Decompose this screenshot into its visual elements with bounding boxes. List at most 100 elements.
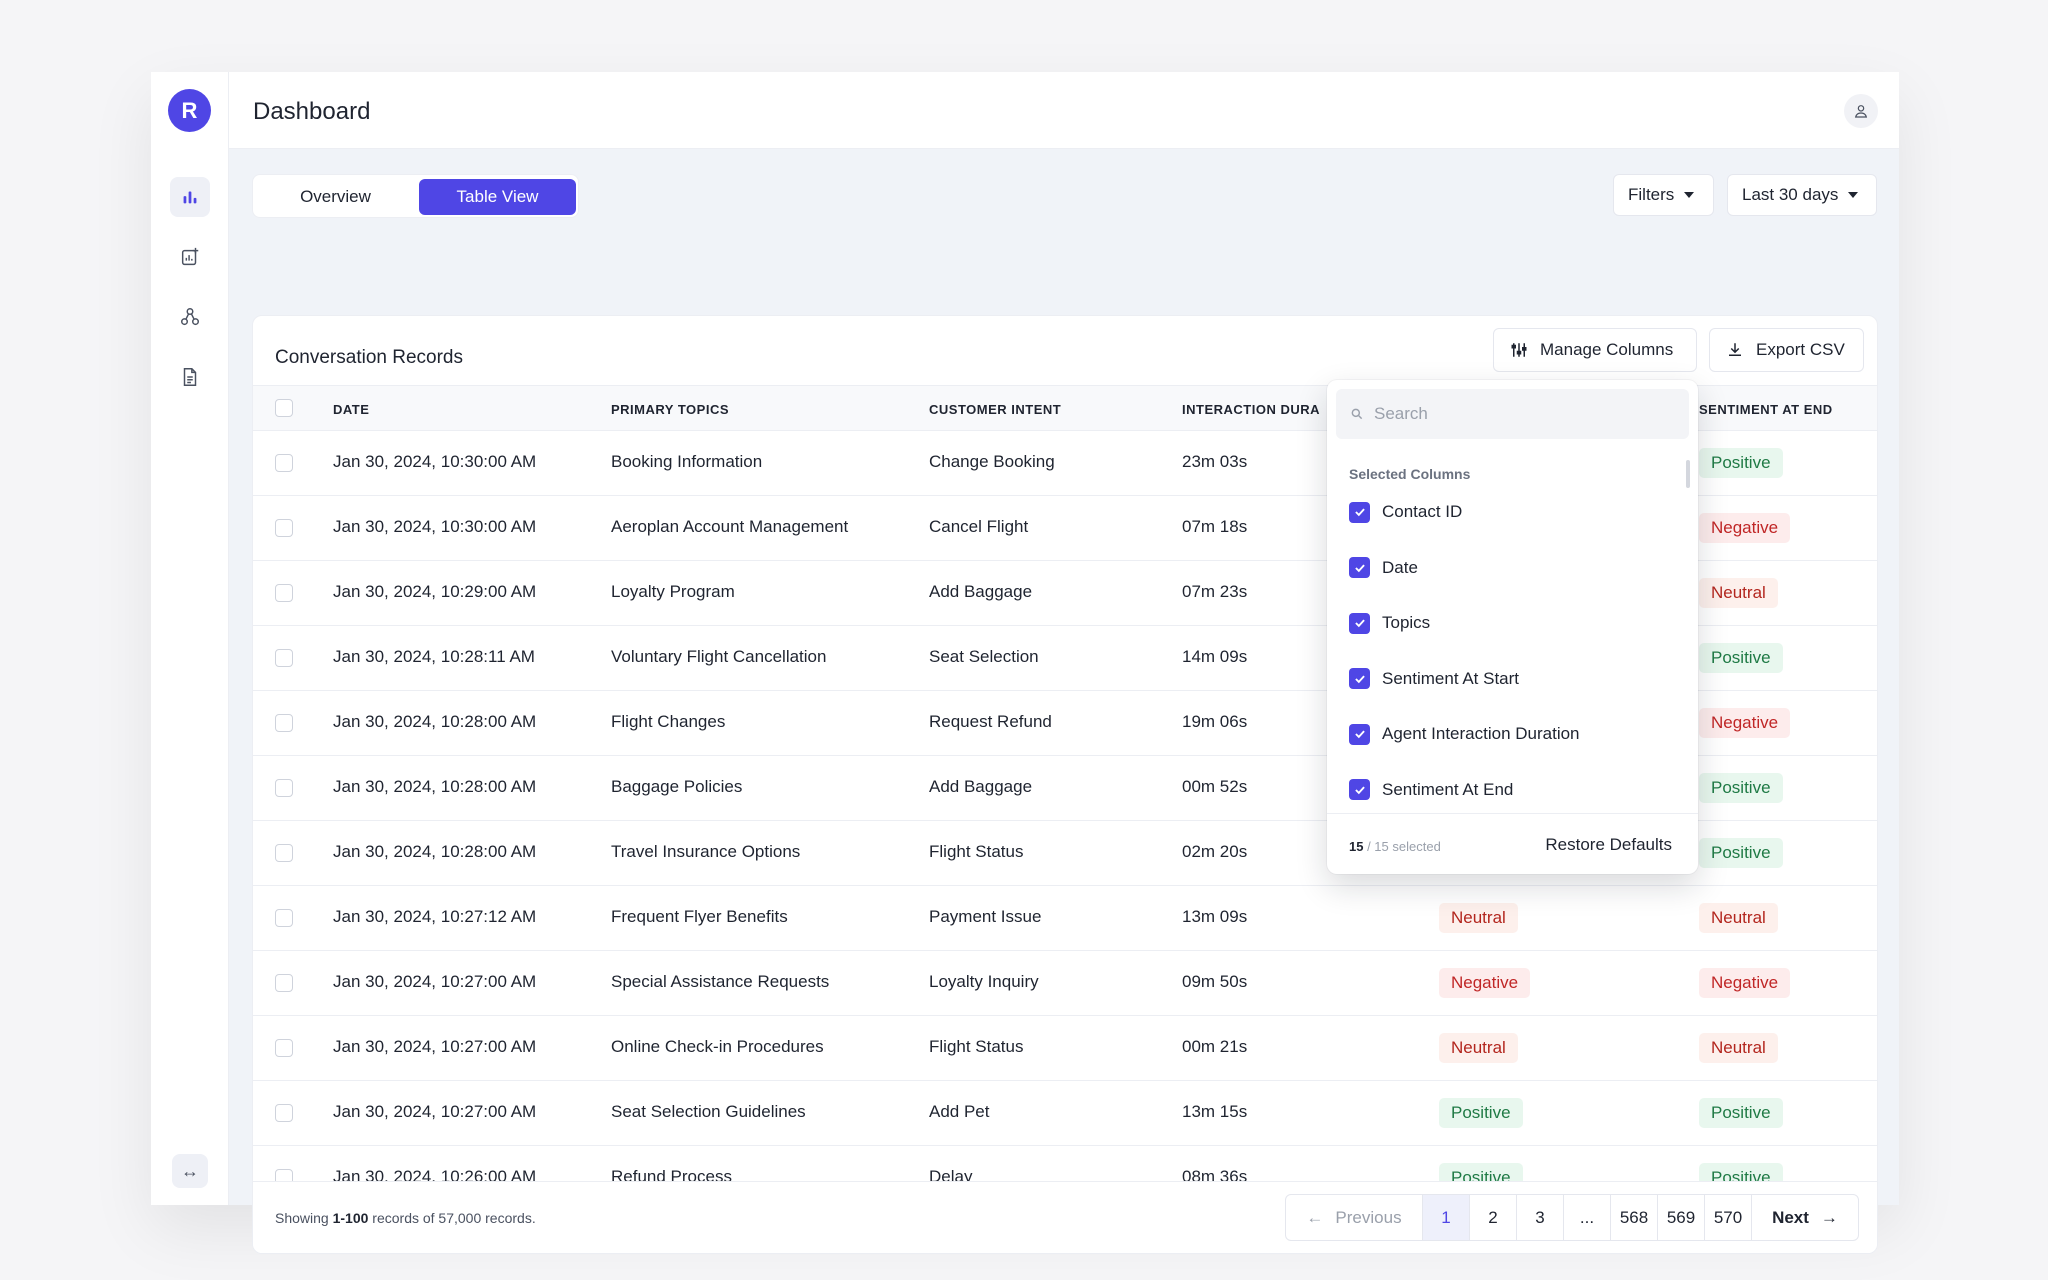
- column-option[interactable]: Sentiment At Start: [1349, 667, 1519, 691]
- cell-interaction-duration: 14m 09s: [1182, 647, 1248, 666]
- cell-primary-topic: Flight Changes: [611, 712, 726, 731]
- tab-table-view[interactable]: Table View: [419, 179, 576, 215]
- cell-customer-intent: Add Baggage: [929, 777, 1033, 796]
- column-option-label: Sentiment At Start: [1382, 668, 1520, 688]
- cell-primary-topic: Special Assistance Requests: [611, 972, 830, 991]
- checkbox-checked-icon[interactable]: [1349, 557, 1370, 578]
- column-header-primary-topics[interactable]: PRIMARY TOPICS: [611, 402, 730, 417]
- download-icon: [1729, 343, 1741, 356]
- cell-customer-intent: Add Baggage: [929, 582, 1033, 601]
- nav-documents[interactable]: [170, 357, 210, 397]
- page-button-2[interactable]: 2: [1470, 1195, 1517, 1240]
- page-button-569[interactable]: 569: [1658, 1195, 1705, 1240]
- checkbox-checked-icon[interactable]: [1349, 668, 1370, 689]
- row-checkbox[interactable]: [275, 649, 293, 667]
- panel-scrollbar[interactable]: [1686, 460, 1690, 488]
- column-option-label: Date: [1382, 557, 1418, 577]
- row-checkbox[interactable]: [275, 909, 293, 927]
- card-title: Conversation Records: [275, 347, 463, 368]
- records-summary: Showing 1-100 records of 57,000 records.: [275, 1210, 536, 1226]
- table-row[interactable]: Jan 30, 2024, 10:28:11 AM Voluntary Fligh…: [253, 626, 1877, 691]
- previous-page-button[interactable]: ← Previous: [1286, 1195, 1423, 1240]
- sentiment-end-badge: Neutral: [1699, 903, 1778, 933]
- nav-network[interactable]: [170, 297, 210, 337]
- bar-chart-icon: [183, 191, 197, 204]
- date-range-dropdown[interactable]: Last 30 days: [1727, 174, 1877, 216]
- cell-date: Jan 30, 2024, 10:28:00 AM: [333, 777, 537, 796]
- row-checkbox[interactable]: [275, 454, 293, 472]
- column-header-customer-intent[interactable]: CUSTOMER INTENT: [929, 402, 1062, 417]
- table-row[interactable]: Jan 30, 2024, 10:28:00 AM Travel Insuranc…: [253, 821, 1877, 886]
- user-menu-button[interactable]: [1844, 94, 1878, 128]
- manage-columns-button[interactable]: Manage Columns: [1493, 328, 1697, 372]
- cell-customer-intent: Flight Status: [929, 842, 1024, 861]
- nav-analytics[interactable]: [170, 177, 210, 217]
- sentiment-end-badge: Positive: [1699, 448, 1783, 478]
- sliders-icon: [1511, 343, 1527, 357]
- row-checkbox[interactable]: [275, 714, 293, 732]
- panel-divider: [1327, 813, 1698, 814]
- expand-arrows-icon: ↔: [181, 1160, 199, 1181]
- cell-date: Jan 30, 2024, 10:27:00 AM: [333, 1102, 537, 1121]
- column-header-interaction-duration[interactable]: INTERACTION DURA: [1182, 402, 1320, 417]
- checkbox-checked-icon[interactable]: [1349, 501, 1370, 523]
- checkbox-checked-icon[interactable]: [1349, 779, 1370, 800]
- table-row[interactable]: Jan 30, 2024, 10:27:00 AM Seat Selection …: [253, 1081, 1877, 1146]
- page-button-3[interactable]: 3: [1517, 1195, 1564, 1240]
- row-checkbox[interactable]: [275, 519, 293, 537]
- filters-dropdown[interactable]: Filters: [1613, 174, 1714, 216]
- table-row[interactable]: Jan 30, 2024, 10:27:00 AM Special Assista…: [253, 951, 1877, 1016]
- column-option[interactable]: Sentiment At End: [1349, 778, 1513, 802]
- manage-columns-label: Manage Columns: [1540, 340, 1674, 359]
- column-header-date[interactable]: DATE: [333, 402, 370, 417]
- date-range-label: Last 30 days: [1742, 185, 1839, 204]
- cell-interaction-duration: 23m 03s: [1182, 452, 1248, 471]
- sidebar-expand-button[interactable]: ↔: [172, 1154, 208, 1188]
- column-option[interactable]: Agent Interaction Duration: [1349, 722, 1580, 746]
- caret-down-icon: [1684, 192, 1695, 198]
- export-csv-label: Export CSV: [1756, 340, 1845, 359]
- cell-primary-topic: Voluntary Flight Cancellation: [611, 647, 827, 666]
- row-checkbox[interactable]: [275, 1104, 293, 1122]
- document-icon: [183, 368, 197, 386]
- column-option[interactable]: Topics: [1349, 611, 1430, 635]
- row-checkbox[interactable]: [275, 844, 293, 862]
- select-all-checkbox[interactable]: [275, 399, 293, 417]
- column-option[interactable]: Date: [1349, 556, 1418, 580]
- export-csv-button[interactable]: Export CSV: [1709, 328, 1864, 372]
- row-checkbox[interactable]: [275, 1039, 293, 1057]
- next-page-button[interactable]: Next →: [1772, 1207, 1838, 1227]
- cell-customer-intent: Seat Selection: [929, 647, 1039, 666]
- sentiment-end-badge: Positive: [1699, 773, 1783, 803]
- table-row[interactable]: Jan 30, 2024, 10:28:00 AM Baggage Policie…: [253, 756, 1877, 821]
- page-title: Dashboard: [253, 98, 371, 125]
- column-header-sentiment-at-end[interactable]: SENTIMENT AT END: [1699, 402, 1833, 417]
- restore-defaults-button[interactable]: Restore Defaults: [1545, 835, 1672, 854]
- cell-customer-intent: Add Pet: [929, 1102, 990, 1121]
- row-checkbox[interactable]: [275, 974, 293, 992]
- tab-overview[interactable]: Overview: [300, 187, 371, 206]
- column-option[interactable]: Contact ID: [1349, 500, 1462, 524]
- nav-reports-add[interactable]: [170, 237, 210, 277]
- cell-interaction-duration: 19m 06s: [1182, 712, 1248, 731]
- page-button-568[interactable]: 568: [1611, 1195, 1658, 1240]
- table-row[interactable]: Jan 30, 2024, 10:27:12 AM Frequent Flyer …: [253, 886, 1877, 951]
- table-row[interactable]: Jan 30, 2024, 10:29:00 AM Loyalty Program…: [253, 561, 1877, 626]
- cell-date: Jan 30, 2024, 10:28:00 AM: [333, 842, 537, 861]
- checkbox-checked-icon[interactable]: [1349, 723, 1370, 745]
- top-bar: Dashboard: [229, 72, 1899, 149]
- table-row[interactable]: Jan 30, 2024, 10:27:00 AM Online Check-in…: [253, 1016, 1877, 1081]
- table-row[interactable]: Jan 30, 2024, 10:30:00 AM Booking Informa…: [253, 431, 1877, 496]
- table-row[interactable]: Jan 30, 2024, 10:28:00 AM Flight Changes R…: [253, 691, 1877, 756]
- selected-count: 15 / 15 selected: [1349, 839, 1441, 854]
- page-button-1[interactable]: 1: [1423, 1195, 1470, 1240]
- row-checkbox[interactable]: [275, 584, 293, 602]
- table-body: Jan 30, 2024, 10:30:00 AM Booking Informa…: [253, 431, 1877, 1193]
- column-search-input[interactable]: Search: [1336, 389, 1689, 439]
- table-row[interactable]: Jan 30, 2024, 10:30:00 AM Aeroplan Accoun…: [253, 496, 1877, 561]
- page-button-570[interactable]: 570: [1705, 1195, 1752, 1240]
- row-checkbox[interactable]: [275, 779, 293, 797]
- app-logo[interactable]: R: [168, 89, 211, 132]
- checkbox-checked-icon[interactable]: [1349, 612, 1370, 634]
- sentiment-end-badge: Positive: [1699, 1098, 1783, 1128]
